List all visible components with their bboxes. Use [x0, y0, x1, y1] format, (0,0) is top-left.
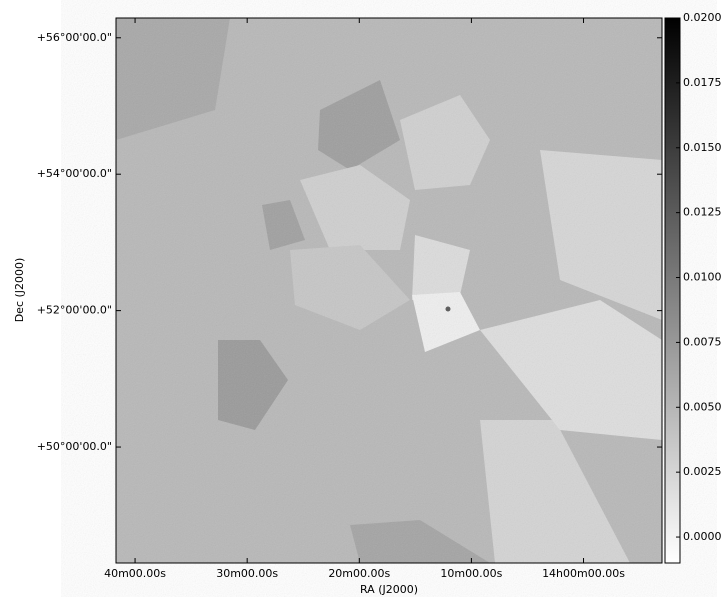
x-tick-label: 14h00m00.00s — [542, 567, 625, 580]
colorbar-tick-label: 0.0075 — [683, 335, 722, 348]
colorbar — [664, 17, 681, 564]
colorbar-tick-label: 0.0050 — [683, 400, 722, 413]
colorbar-tick-label: 0.0175 — [683, 76, 722, 89]
y-tick-label: +50°00'00.0" — [37, 440, 112, 453]
colorbar-tick-label: 0.0025 — [683, 465, 722, 478]
x-axis-label: RA (J2000) — [360, 583, 418, 596]
y-tick-label: +54°00'00.0" — [37, 167, 112, 180]
y-axis-label: Dec (J2000) — [13, 258, 26, 323]
x-tick-label: 40m00.00s — [104, 567, 166, 580]
y-tick-label: +56°00'00.0" — [37, 31, 112, 44]
colorbar-tick-label: 0.0125 — [683, 206, 722, 219]
sky-image — [115, 17, 663, 564]
colorbar-tick-label: 0.0200 — [683, 11, 722, 24]
colorbar-tick-label: 0.0100 — [683, 271, 722, 284]
x-tick-label: 10m00.00s — [440, 567, 502, 580]
y-tick-label: +52°00'00.0" — [37, 304, 112, 317]
x-tick-label: 20m00.00s — [328, 567, 390, 580]
x-tick-label: 30m00.00s — [216, 567, 278, 580]
colorbar-tick-label: 0.0000 — [683, 530, 722, 543]
colorbar-tick-label: 0.0150 — [683, 141, 722, 154]
